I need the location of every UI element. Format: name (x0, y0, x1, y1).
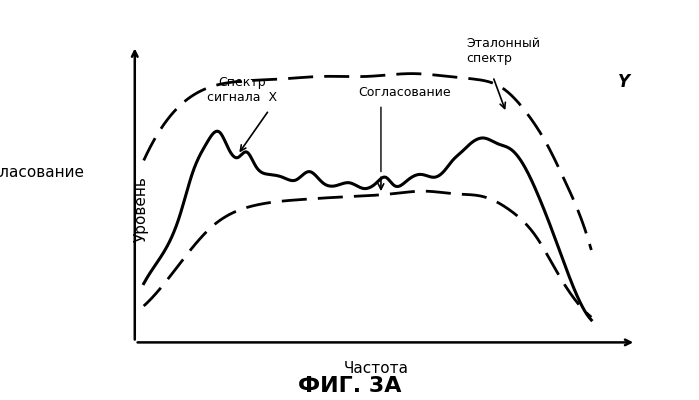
Text: Спектр
сигнала  X: Спектр сигнала X (207, 76, 278, 104)
Text: Согласование: Согласование (359, 86, 451, 99)
Text: Уровень: Уровень (134, 176, 149, 242)
Text: Частота: Частота (344, 361, 409, 376)
Text: ФИГ. 3А: ФИГ. 3А (298, 376, 401, 396)
Text: Эталонный
спектр: Эталонный спектр (466, 37, 540, 65)
Text: Y: Y (618, 73, 630, 91)
Text: Согласование: Согласование (0, 164, 85, 180)
